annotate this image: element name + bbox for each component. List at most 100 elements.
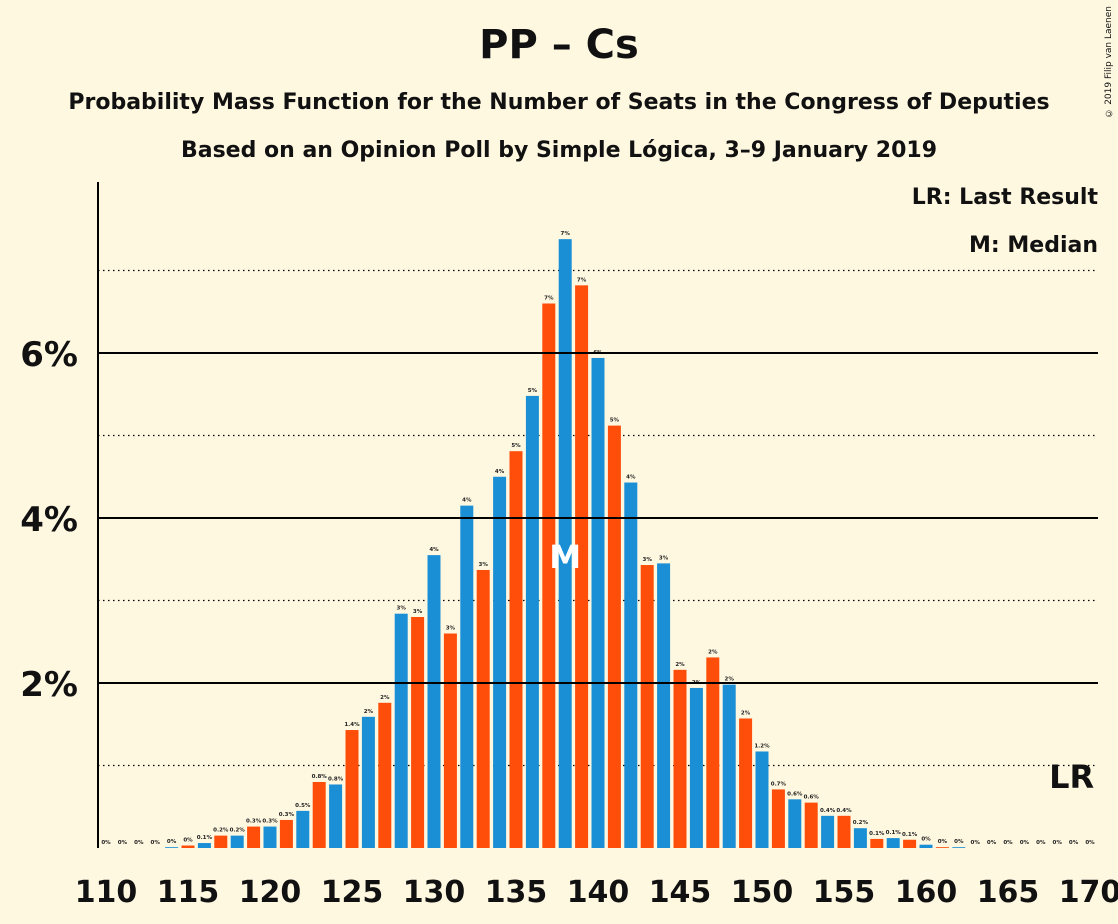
bar-153 [804, 802, 818, 848]
bar-159 [903, 839, 917, 848]
bar-114 [165, 847, 179, 848]
bar-151 [771, 789, 785, 848]
bar-136 [525, 395, 539, 848]
x-tick-label: 155 [813, 875, 876, 910]
bar-label-169: 0% [1069, 840, 1079, 846]
bar-138 [558, 239, 572, 848]
bar-label-128: 3% [397, 606, 407, 612]
bar-label-163: 0% [971, 840, 981, 846]
bar-143 [640, 565, 654, 848]
bar-label-139: 7% [577, 277, 587, 283]
bar-label-136: 5% [528, 388, 538, 394]
bar-label-110: 0% [101, 840, 111, 846]
bar-label-166: 0% [1020, 840, 1030, 846]
bar-label-162: 0% [954, 839, 964, 845]
x-tick-label: 120 [239, 875, 302, 910]
bar-154 [821, 815, 835, 848]
chart-title: PP – Cs [479, 22, 639, 68]
bar-label-122: 0.5% [295, 803, 311, 809]
bar-label-118: 0.2% [230, 828, 246, 834]
bar-label-157: 0.1% [869, 831, 885, 837]
bar-155 [837, 815, 851, 848]
legend-median: M: Median [969, 233, 1098, 258]
bar-label-159: 0.1% [902, 832, 918, 838]
bar-131 [443, 633, 457, 848]
bar-label-115: 0% [183, 838, 193, 844]
bar-116 [197, 843, 211, 848]
bar-label-167: 0% [1036, 840, 1046, 846]
bar-126 [361, 716, 375, 848]
bar-157 [870, 838, 884, 848]
bar-label-129: 3% [413, 609, 423, 615]
bar-label-153: 0.6% [804, 795, 820, 801]
bar-label-137: 7% [544, 296, 554, 302]
bar-label-150: 1.2% [754, 743, 770, 749]
bar-137 [542, 303, 556, 848]
bar-118 [230, 835, 244, 848]
bar-label-168: 0% [1053, 840, 1063, 846]
y-tick-label: 4% [20, 500, 78, 540]
bar-label-158: 0.1% [886, 830, 902, 836]
median-marker: M [549, 538, 581, 576]
bar-158 [886, 838, 900, 848]
bar-label-125: 1.4% [344, 722, 360, 728]
bar-label-142: 4% [626, 475, 636, 481]
bar-150 [755, 751, 769, 848]
bar-label-114: 0% [167, 839, 177, 845]
bar-162 [952, 847, 966, 848]
bar-148 [722, 684, 736, 848]
bar-133 [476, 569, 490, 848]
bar-label-152: 0.6% [787, 791, 803, 797]
bar-label-160: 0% [921, 837, 931, 843]
bar-label-141: 5% [610, 418, 620, 424]
bar-label-155: 0.4% [836, 808, 852, 814]
bar-label-165: 0% [1003, 840, 1013, 846]
bar-label-135: 5% [511, 443, 521, 449]
bar-121 [279, 819, 293, 848]
bar-146 [689, 687, 703, 848]
bar-label-111: 0% [118, 840, 128, 846]
bar-label-124: 0.8% [328, 776, 344, 782]
bar-label-145: 2% [675, 662, 685, 668]
bar-149 [739, 718, 753, 848]
bar-160 [919, 844, 933, 848]
bar-label-117: 0.2% [213, 828, 229, 834]
x-tick-label: 160 [895, 875, 958, 910]
bar-label-121: 0.3% [279, 812, 295, 818]
bar-label-143: 3% [643, 557, 653, 563]
bar-label-170: 0% [1085, 840, 1095, 846]
chart-source-line: Based on an Opinion Poll by Simple Lógic… [180, 138, 938, 163]
bar-127 [378, 702, 392, 848]
y-tick-label: 6% [20, 335, 78, 375]
bar-label-113: 0% [151, 840, 161, 846]
bar-label-126: 2% [364, 709, 374, 715]
bar-145 [673, 669, 687, 848]
bar-label-123: 0.8% [312, 774, 328, 780]
bar-label-138: 7% [561, 231, 571, 237]
bar-161 [935, 847, 949, 848]
bar-129 [411, 617, 425, 848]
y-tick-label: 2% [20, 665, 78, 705]
bar-label-120: 0.3% [262, 819, 278, 825]
bar-128 [394, 613, 408, 848]
x-tick-label: 135 [485, 875, 548, 910]
bar-label-116: 0.1% [197, 835, 213, 841]
bar-130 [427, 555, 441, 848]
x-tick-label: 140 [567, 875, 630, 910]
bar-label-130: 4% [429, 547, 439, 553]
bar-label-151: 0.7% [771, 781, 787, 787]
x-tick-label: 130 [403, 875, 466, 910]
bar-label-148: 2% [725, 677, 735, 683]
bar-156 [853, 828, 867, 848]
chart-subtitle: Probability Mass Function for the Number… [68, 90, 1050, 115]
bar-124 [329, 784, 343, 848]
bar-label-112: 0% [134, 840, 144, 846]
bar-132 [460, 505, 474, 848]
bar-119 [247, 826, 261, 848]
bar-label-161: 0% [938, 839, 948, 845]
bar-123 [312, 782, 326, 848]
bar-135 [509, 451, 523, 848]
bar-139 [575, 285, 589, 849]
bar-152 [788, 799, 802, 848]
